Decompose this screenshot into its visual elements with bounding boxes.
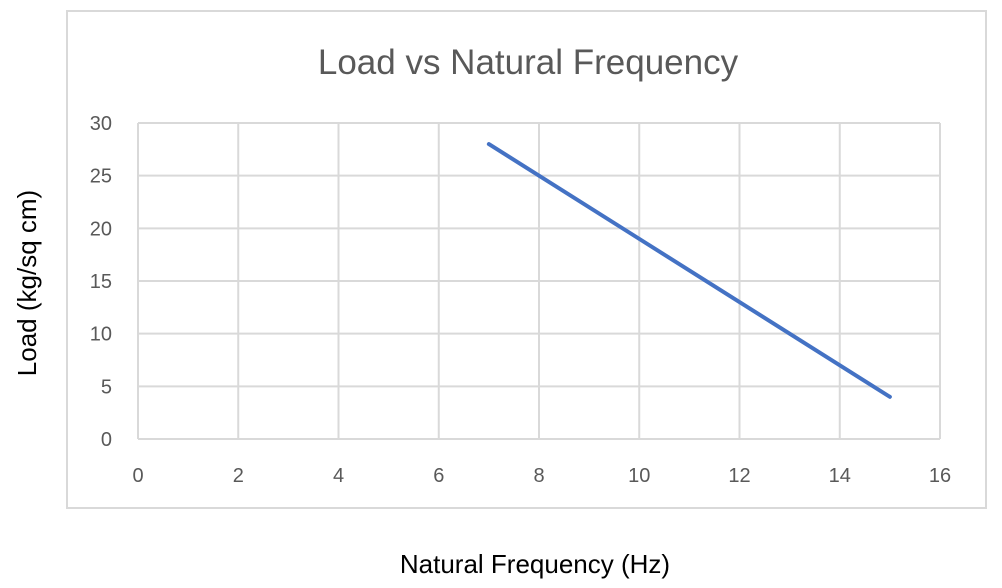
y-axis-title: Load (kg/sq cm) (12, 190, 42, 376)
x-tick-label: 8 (533, 465, 544, 487)
x-tick-label: 10 (628, 465, 650, 487)
x-tick-label: 0 (132, 465, 143, 487)
y-tick-label: 15 (90, 271, 112, 293)
x-axis-title: Natural Frequency (Hz) (400, 549, 670, 579)
y-tick-label: 0 (101, 429, 112, 451)
x-tick-label: 4 (333, 465, 344, 487)
chart-title: Load vs Natural Frequency (318, 43, 739, 82)
y-tick-label: 5 (101, 376, 112, 398)
x-tick-label: 16 (929, 465, 951, 487)
grid (137, 122, 941, 440)
chart-frame (66, 10, 987, 509)
series-line (486, 142, 892, 399)
y-axis-ticks: 0 5 10 15 20 25 30 (90, 113, 112, 451)
x-tick-label: 12 (728, 465, 750, 487)
y-tick-label: 20 (90, 218, 112, 240)
x-tick-label: 14 (829, 465, 851, 487)
series-layer (486, 142, 892, 399)
y-tick-label: 30 (90, 113, 112, 135)
x-tick-label: 6 (433, 465, 444, 487)
y-tick-label: 25 (90, 166, 112, 188)
y-tick-label: 10 (90, 324, 112, 346)
x-axis-ticks: 0 2 4 6 8 10 12 14 16 (132, 465, 951, 487)
x-tick-label: 2 (233, 465, 244, 487)
